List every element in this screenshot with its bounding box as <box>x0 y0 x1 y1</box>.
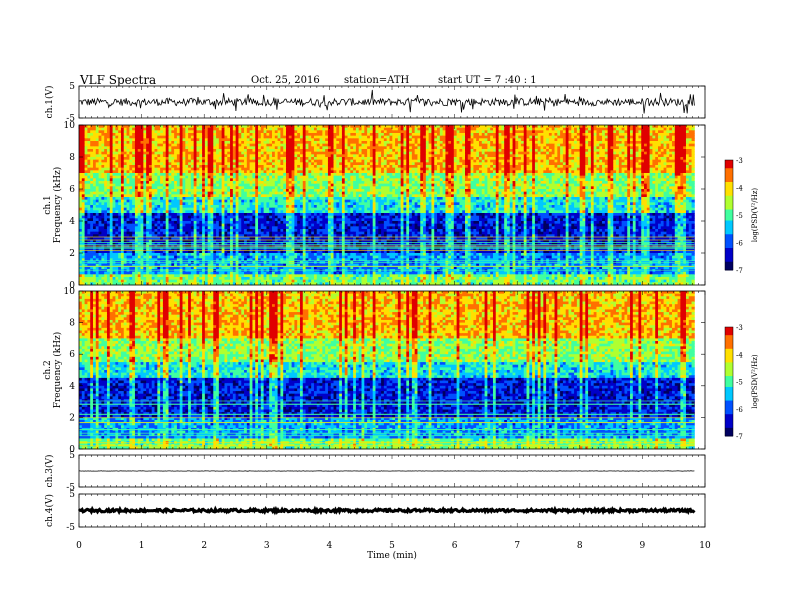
vlf-spectra-figure: 5-5ch.1(V)0246810ch.1 Frequency (kHz)0246… <box>0 0 792 612</box>
x-tick-label: 10 <box>699 541 711 551</box>
colorbar-tick-label: -5 <box>736 379 743 387</box>
colorbar-tick-label: -6 <box>736 240 743 248</box>
y-axis-label: Frequency (kHz) <box>52 167 63 244</box>
colorbar-tick-label: -3 <box>736 157 743 165</box>
y-tick-label: 8 <box>69 319 75 329</box>
y-tick-label: 5 <box>69 82 75 92</box>
colorbar-tick-label: -6 <box>736 406 743 414</box>
x-tick-label: 6 <box>452 541 458 551</box>
y-axis-label: ch.3(V) <box>44 455 55 488</box>
colorbar-tick-label: -3 <box>736 324 743 332</box>
y-tick-label: 2 <box>69 413 75 423</box>
y-tick-label: 6 <box>69 185 75 195</box>
y-tick-label: 4 <box>69 217 75 227</box>
y-tick-label: 8 <box>69 153 75 163</box>
ch1-spectrogram <box>79 125 695 285</box>
x-tick-label: 0 <box>76 541 82 551</box>
y-axis-label: ch.4(V) <box>44 494 55 527</box>
colorbar-tick-label: -4 <box>736 351 743 359</box>
x-tick-label: 3 <box>264 541 270 551</box>
colorbar-tick-label: -5 <box>736 212 743 220</box>
y-axis-label: ch.1(V) <box>44 86 55 119</box>
x-tick-label: 7 <box>514 541 520 551</box>
colorbar-label: log(PSD(V²/Hz) <box>751 188 759 243</box>
y-tick-label: 6 <box>69 350 75 360</box>
colorbar-label: log(PSD(V²/Hz) <box>751 354 759 409</box>
y-tick-label: 10 <box>64 287 76 297</box>
ch2-spectrogram <box>79 291 695 449</box>
colorbar-tick-label: -7 <box>736 433 743 441</box>
colorbar-tick-label: -7 <box>736 267 743 275</box>
y-axis-channel-label: ch.1 <box>43 195 53 214</box>
y-tick-label: 2 <box>69 249 75 259</box>
y-tick-label: 4 <box>69 382 75 392</box>
ch1-waveform <box>79 90 694 114</box>
x-tick-label: 4 <box>327 541 333 551</box>
x-tick-label: 8 <box>577 541 583 551</box>
x-tick-label: 9 <box>640 541 646 551</box>
y-tick-label: 5 <box>69 490 75 500</box>
x-tick-label: 5 <box>389 541 395 551</box>
y-tick-label: -5 <box>66 523 75 533</box>
colorbar-tick-label: -4 <box>736 185 743 193</box>
x-axis-label: Time (min) <box>367 550 417 561</box>
x-tick-label: 2 <box>201 541 207 551</box>
y-axis-channel-label: ch.2 <box>43 360 53 379</box>
y-tick-label: 5 <box>69 451 75 461</box>
y-tick-label: 10 <box>64 121 76 131</box>
ch4-waveform <box>79 509 694 512</box>
y-axis-label: Frequency (kHz) <box>52 332 63 409</box>
x-tick-label: 1 <box>139 541 145 551</box>
